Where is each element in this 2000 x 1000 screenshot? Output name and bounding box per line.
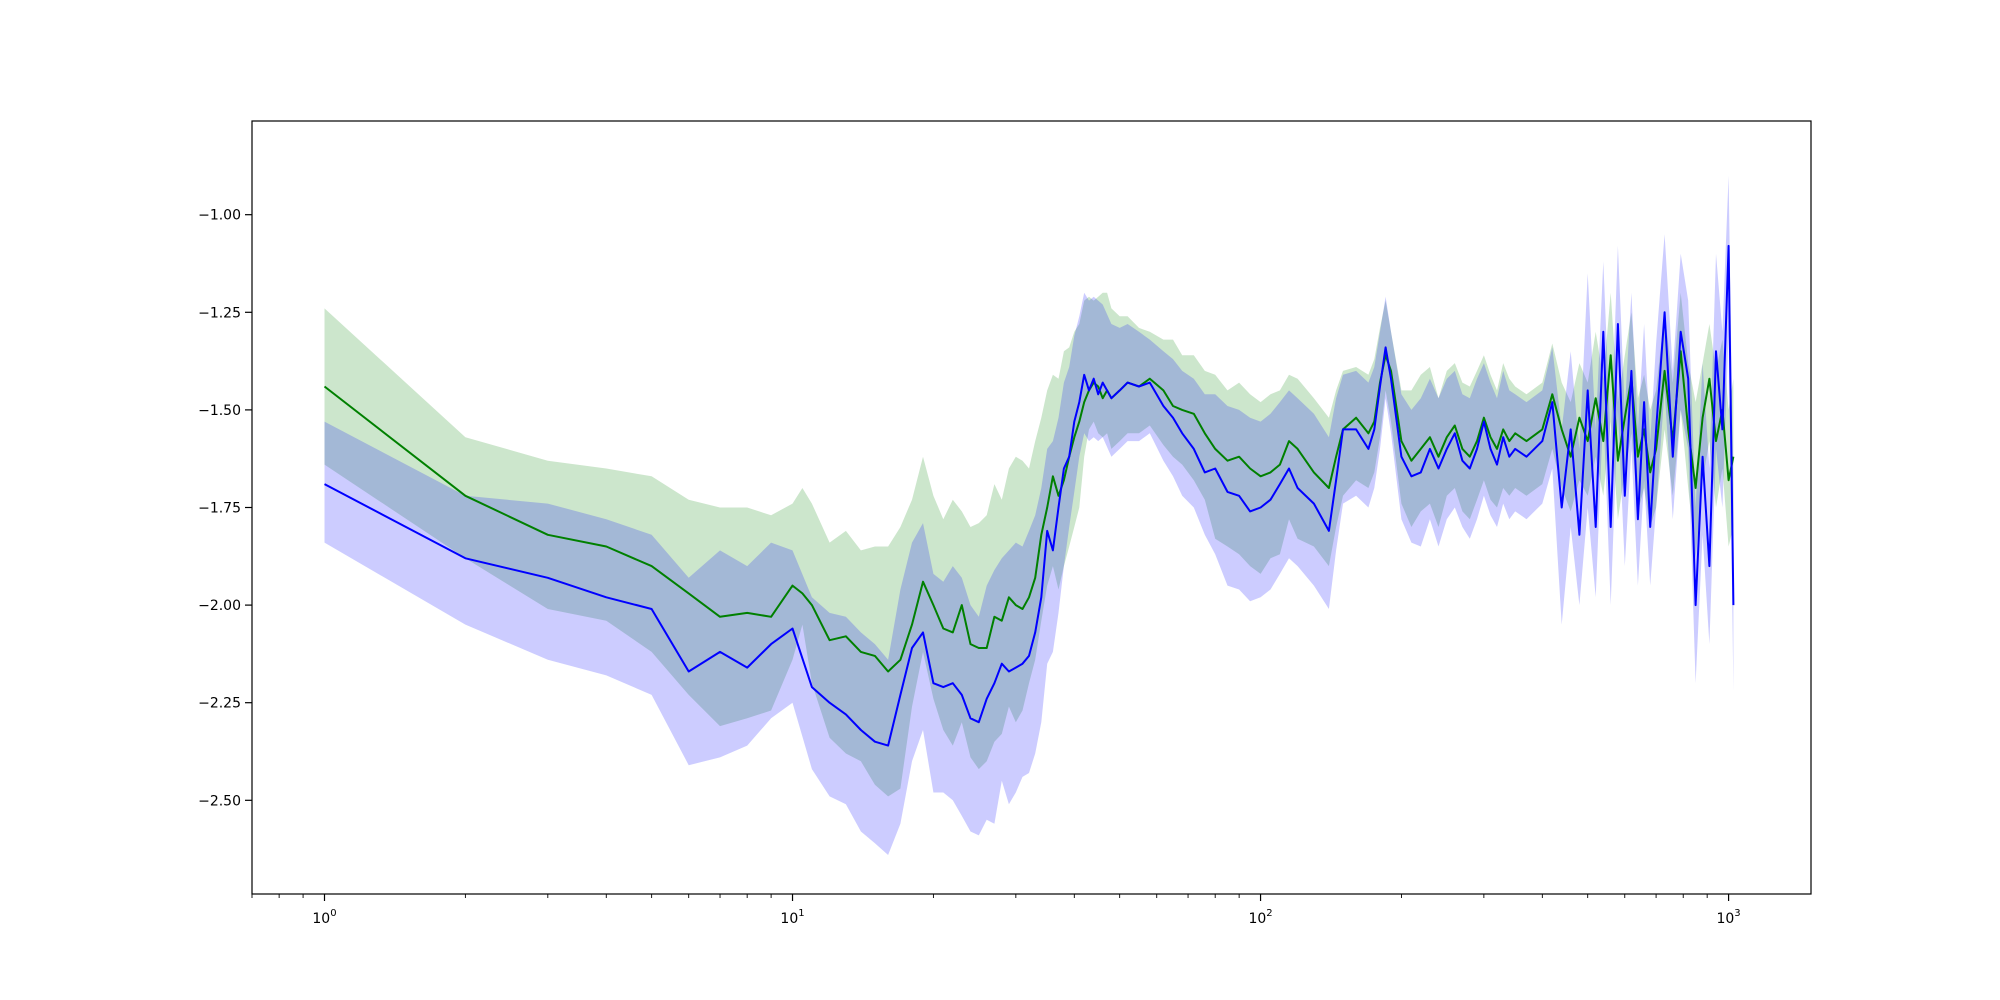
y-tick-label: −1.00 (198, 208, 241, 224)
y-tick-label: −2.00 (198, 598, 241, 614)
y-tick-label: −2.50 (198, 793, 241, 809)
confidence-bands (324, 175, 1734, 855)
series-1-band (324, 292, 1734, 797)
series-2-line (324, 244, 1735, 747)
series-1-line (323, 350, 1735, 673)
series-2-band (324, 175, 1734, 855)
series-lines (323, 244, 1735, 747)
y-tick-label: −1.50 (198, 403, 241, 419)
y-tick-label: −1.75 (198, 501, 241, 517)
y-tick-label: −2.25 (198, 696, 241, 712)
y-axis: −1.00 −1.25 −1.50 −1.75 −2.00 −2.25 −2.50 (198, 208, 252, 809)
x-axis: 100 101 102 103 (251, 894, 1741, 927)
y-tick-label: −1.25 (198, 305, 241, 321)
